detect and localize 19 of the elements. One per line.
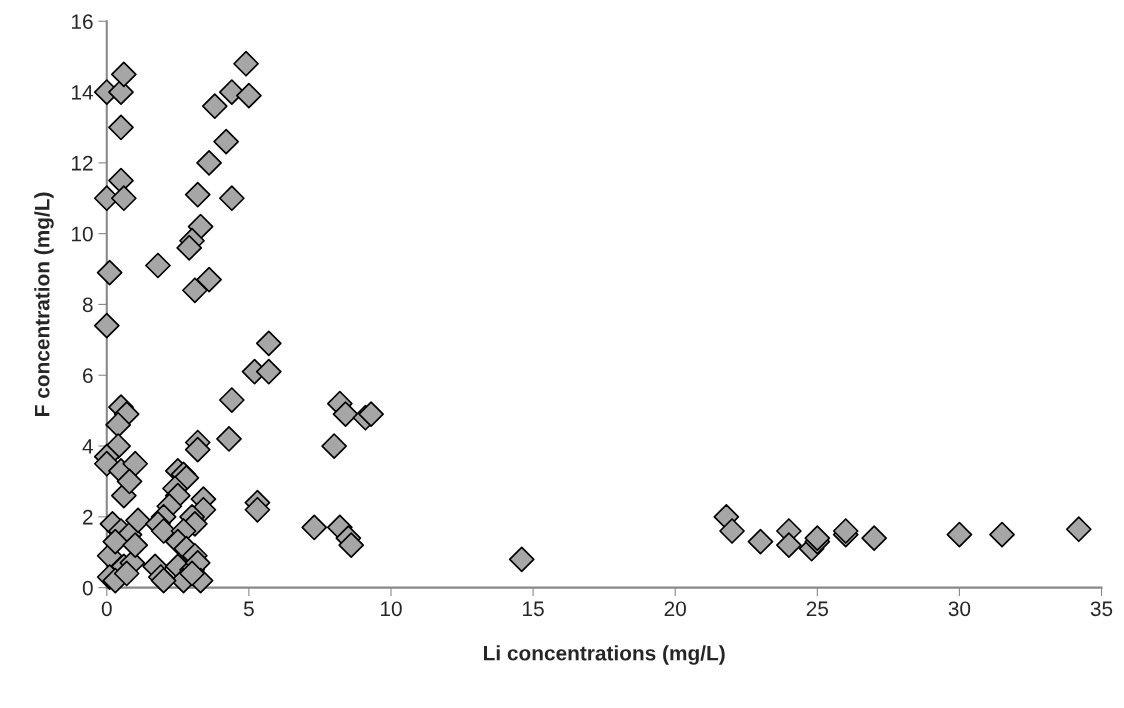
y-tick-label: 8 [82,297,93,313]
x-tick-label: 35 [1090,601,1113,617]
x-tick-label: 5 [243,601,254,617]
x-tick-label: 15 [523,601,544,617]
y-axis-title: F concentration (mg/L) [34,192,54,416]
y-tick-label: 0 [82,580,93,596]
x-tick-label: 20 [664,601,686,617]
y-tick-label: 4 [82,439,93,454]
y-tick-label: 16 [72,14,93,29]
y-tick-label: 2 [83,509,93,525]
x-tick-label: 30 [948,601,971,617]
y-tick-label: 14 [72,85,93,100]
x-tick-label: 0 [101,601,112,617]
x-axis-title: Li concentrations (mg/L) [484,645,725,665]
x-tick-label: 25 [806,601,829,617]
y-tick-label: 12 [72,155,93,171]
y-tick-label: 6 [83,368,93,383]
y-tick-label: 10 [72,226,93,242]
x-tick-label: 10 [380,601,402,617]
